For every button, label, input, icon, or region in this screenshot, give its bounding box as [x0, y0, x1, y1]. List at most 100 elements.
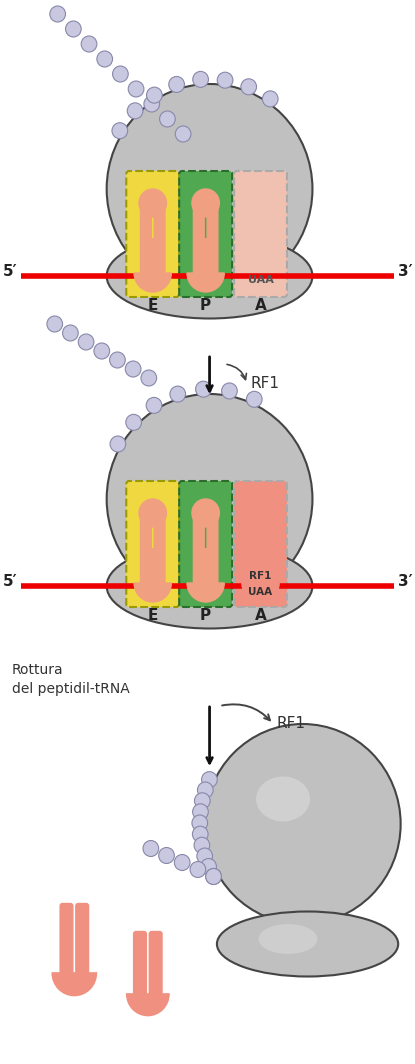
Wedge shape: [127, 994, 169, 1015]
Circle shape: [97, 51, 112, 67]
Circle shape: [198, 782, 213, 798]
Text: 5′: 5′: [3, 573, 17, 588]
Text: RF1: RF1: [251, 377, 280, 392]
Circle shape: [146, 397, 162, 414]
Circle shape: [206, 868, 221, 884]
Circle shape: [110, 352, 125, 368]
Ellipse shape: [107, 544, 312, 629]
FancyBboxPatch shape: [140, 201, 151, 275]
FancyBboxPatch shape: [76, 903, 88, 976]
Circle shape: [206, 868, 221, 884]
Circle shape: [139, 499, 166, 527]
Text: E: E: [148, 609, 158, 624]
FancyBboxPatch shape: [234, 171, 287, 297]
Bar: [202, 238, 209, 273]
Circle shape: [143, 841, 159, 857]
Text: UAA: UAA: [248, 275, 273, 285]
Circle shape: [160, 111, 175, 127]
Circle shape: [195, 793, 210, 809]
Circle shape: [110, 436, 126, 452]
Circle shape: [217, 72, 233, 88]
FancyBboxPatch shape: [234, 481, 287, 606]
Text: 5′: 5′: [3, 264, 17, 279]
Bar: [202, 548, 209, 583]
Circle shape: [194, 837, 210, 853]
Circle shape: [195, 381, 211, 397]
Text: P: P: [200, 299, 211, 314]
Circle shape: [125, 361, 141, 377]
FancyBboxPatch shape: [179, 171, 232, 297]
Ellipse shape: [259, 924, 317, 954]
Circle shape: [193, 826, 208, 843]
Circle shape: [169, 77, 184, 93]
Circle shape: [192, 815, 208, 831]
Circle shape: [112, 66, 128, 82]
FancyBboxPatch shape: [193, 201, 204, 275]
FancyBboxPatch shape: [262, 523, 273, 585]
Circle shape: [127, 103, 143, 119]
Circle shape: [175, 126, 191, 142]
Ellipse shape: [256, 777, 310, 821]
Circle shape: [146, 87, 162, 103]
FancyBboxPatch shape: [60, 903, 73, 976]
Ellipse shape: [217, 912, 398, 977]
Wedge shape: [187, 273, 224, 292]
Text: Rottura
del peptidil-tRNA: Rottura del peptidil-tRNA: [12, 663, 129, 696]
FancyBboxPatch shape: [248, 523, 259, 585]
Circle shape: [241, 79, 256, 95]
Bar: [257, 554, 264, 583]
Circle shape: [107, 394, 312, 604]
Text: E: E: [148, 299, 158, 314]
FancyBboxPatch shape: [154, 511, 165, 585]
FancyBboxPatch shape: [140, 511, 151, 585]
Wedge shape: [134, 583, 171, 602]
FancyBboxPatch shape: [207, 201, 218, 275]
Circle shape: [192, 189, 220, 217]
Circle shape: [174, 854, 190, 870]
Text: RF1: RF1: [276, 716, 305, 732]
Circle shape: [78, 334, 94, 350]
FancyBboxPatch shape: [179, 481, 232, 606]
Text: UAA: UAA: [249, 587, 273, 597]
Circle shape: [197, 848, 212, 864]
Circle shape: [128, 81, 144, 97]
Circle shape: [50, 6, 66, 22]
Circle shape: [63, 325, 78, 340]
Circle shape: [81, 36, 97, 52]
Circle shape: [193, 71, 208, 87]
Circle shape: [262, 90, 278, 106]
Circle shape: [144, 96, 160, 112]
Circle shape: [141, 370, 156, 386]
Text: RF1: RF1: [249, 571, 272, 581]
Circle shape: [250, 514, 271, 536]
Text: 3′: 3′: [398, 573, 413, 588]
Circle shape: [247, 392, 262, 408]
Circle shape: [126, 414, 142, 430]
Text: P: P: [200, 609, 211, 624]
Circle shape: [94, 343, 110, 359]
Circle shape: [190, 862, 206, 878]
Circle shape: [192, 499, 220, 527]
Wedge shape: [52, 972, 96, 996]
Circle shape: [170, 386, 186, 402]
Wedge shape: [134, 273, 171, 292]
FancyBboxPatch shape: [154, 201, 165, 275]
Text: 3′: 3′: [398, 264, 413, 279]
Bar: [149, 238, 156, 273]
FancyBboxPatch shape: [207, 511, 218, 585]
Wedge shape: [187, 583, 224, 602]
Circle shape: [139, 189, 166, 217]
FancyBboxPatch shape: [126, 171, 179, 297]
Circle shape: [66, 21, 81, 37]
Ellipse shape: [107, 233, 312, 318]
Circle shape: [47, 316, 63, 332]
Circle shape: [107, 84, 312, 294]
Circle shape: [159, 848, 174, 864]
Circle shape: [222, 383, 237, 399]
FancyBboxPatch shape: [134, 931, 146, 997]
Circle shape: [112, 122, 128, 138]
Circle shape: [205, 724, 400, 924]
Circle shape: [201, 859, 216, 875]
Circle shape: [202, 771, 217, 787]
Text: A: A: [255, 609, 266, 624]
